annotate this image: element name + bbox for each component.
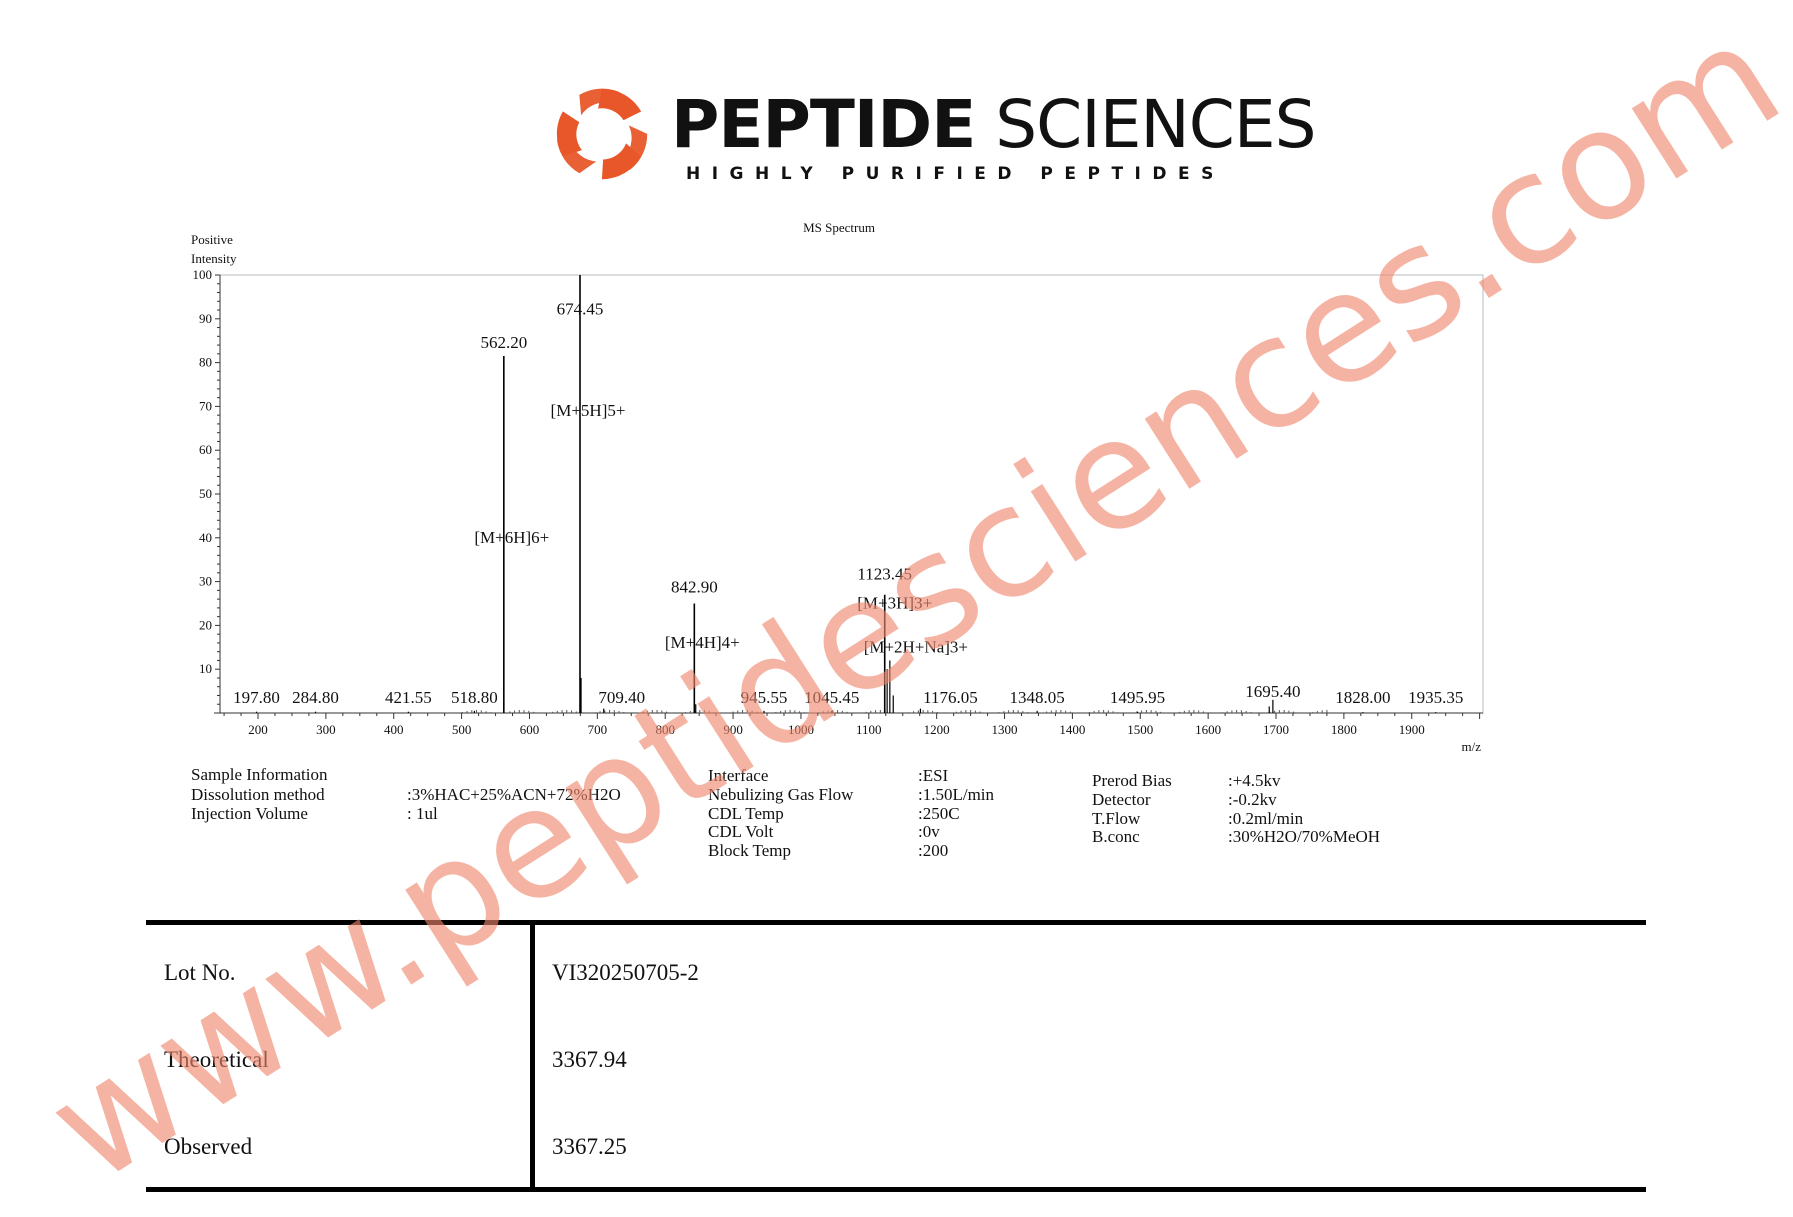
peak-label: 1935.35 — [1408, 688, 1463, 707]
x-tick-label: 400 — [384, 722, 404, 737]
x-tick-label: 1500 — [1127, 722, 1153, 737]
table-bottom-border — [146, 1187, 1646, 1192]
x-tick-label: 1800 — [1331, 722, 1357, 737]
x-tick-label: 800 — [655, 722, 675, 737]
info-label: Interface — [708, 766, 769, 785]
y-tick-label: 20 — [199, 617, 212, 632]
x-tick-label: 700 — [588, 722, 608, 737]
x-tick-label: 500 — [452, 722, 472, 737]
x-tick-label: 1300 — [992, 722, 1018, 737]
peak-label: 284.80 — [292, 688, 339, 707]
table-top-border — [146, 920, 1646, 925]
info-value: :30%H2O/70%MeOH — [1228, 827, 1381, 847]
ion-annotation: [M+6H]6+ — [474, 528, 549, 547]
peak-label: 197.80 — [233, 688, 280, 707]
plot-frame — [219, 274, 1484, 714]
ms-spectrum-chart: MS Spectrum Positive Intensity m/z 10 20 30 40 5… — [0, 0, 1484, 754]
ion-annotation: [M+3H]3+ — [857, 594, 932, 613]
table-column-divider — [530, 920, 535, 1192]
x-axis-label: m/z — [1462, 739, 1482, 754]
x-tick-label: 200 — [248, 722, 268, 737]
info-label: Block Temp — [708, 841, 792, 861]
result-value: 3367.25 — [552, 1134, 627, 1159]
peak-label: 674.45 — [557, 299, 604, 318]
peak-label: 1828.00 — [1335, 688, 1390, 707]
y-tick-label: 60 — [199, 442, 212, 457]
result-label: Observed — [164, 1134, 253, 1159]
info-label: CDL Volt — [708, 822, 774, 842]
x-tick-label: 600 — [520, 722, 540, 737]
label-bg — [0, 0, 1, 2]
chart-title: MS Spectrum — [803, 220, 875, 235]
x-tick-label: 1900 — [1399, 722, 1425, 737]
x-tick-label: 1700 — [1263, 722, 1289, 737]
y-tick-label: 100 — [193, 267, 213, 282]
info-value: :-0.2kv — [1228, 789, 1277, 809]
info-value: :+4.5kv — [1228, 771, 1281, 790]
x-tick-label: 1100 — [856, 722, 882, 737]
y-axis-label: Intensity — [191, 251, 237, 266]
ion-annotation: [M+4H]4+ — [665, 633, 740, 652]
info-label: Detector — [1092, 789, 1151, 809]
result-label: Lot No. — [164, 960, 236, 985]
peak-label: 1123.45 — [857, 564, 912, 583]
result-value: VI320250705-2 — [552, 960, 699, 985]
info-value: :0v — [918, 822, 940, 842]
peak-label: 1045.45 — [804, 688, 859, 707]
info-value: :200 — [918, 841, 949, 861]
brand-name: PEPTIDE SCIENCES — [671, 92, 1316, 158]
result-value: 3367.94 — [552, 1047, 627, 1072]
peptide-sciences-logo-icon — [556, 88, 648, 180]
y-tick-label: 70 — [199, 398, 212, 413]
peak-label: 518.80 — [451, 688, 498, 707]
info-value: :3%HAC+25%ACN+72%H2O — [407, 784, 621, 804]
peak-label: 1695.40 — [1245, 682, 1300, 701]
info-value: :1.50L/min — [918, 784, 995, 804]
peak-label: 421.55 — [385, 688, 432, 707]
peak-label: 1176.05 — [923, 688, 978, 707]
info-label: Dissolution method — [191, 784, 325, 804]
info-value: :0.2ml/min — [1228, 808, 1304, 828]
brand-light: SCIENCES — [995, 86, 1316, 163]
x-tick-label: 1400 — [1059, 722, 1085, 737]
peak-label: 1348.05 — [1010, 688, 1065, 707]
info-label: Prerod Bias — [1092, 771, 1172, 790]
peak-label: 1495.95 — [1110, 688, 1165, 707]
y-tick-label: 90 — [199, 311, 212, 326]
y-tick-label: 80 — [199, 355, 212, 370]
ion-annotation: [M+5H]5+ — [551, 401, 626, 420]
info-label: T.Flow — [1092, 808, 1141, 828]
x-tick-label: 900 — [723, 722, 743, 737]
ion-annotation: [M+2H+Na]3+ — [864, 637, 968, 656]
info-value: :ESI — [918, 766, 949, 785]
peak-label: 709.40 — [598, 688, 645, 707]
y-tick-label: 10 — [199, 661, 212, 676]
y-tick-label: 50 — [199, 486, 212, 501]
info-label: Injection Volume — [191, 804, 308, 823]
info-value: :250C — [918, 803, 960, 823]
x-tick-label: 300 — [316, 722, 336, 737]
info-label: Sample Information — [191, 765, 328, 784]
x-tick-label: 1000 — [788, 722, 814, 737]
peak-label: 945.55 — [741, 688, 788, 707]
x-tick-label: 1600 — [1195, 722, 1221, 737]
info-label: Nebulizing Gas Flow — [708, 784, 854, 804]
result-label: Theoretical — [164, 1047, 269, 1072]
info-value: : 1ul — [407, 804, 438, 823]
y-tick-label: 40 — [199, 530, 212, 545]
info-label: B.conc — [1092, 827, 1140, 847]
peak-label: 842.90 — [671, 578, 718, 597]
info-label: CDL Temp — [708, 803, 784, 823]
peak-label: 562.20 — [480, 333, 527, 352]
brand-bold: PEPTIDE — [671, 86, 976, 163]
x-tick-label: 1200 — [924, 722, 950, 737]
y-axis-label: Positive — [191, 232, 233, 247]
brand-tagline: HIGHLY PURIFIED PEPTIDES — [686, 164, 1225, 184]
y-tick-label: 30 — [199, 574, 212, 589]
